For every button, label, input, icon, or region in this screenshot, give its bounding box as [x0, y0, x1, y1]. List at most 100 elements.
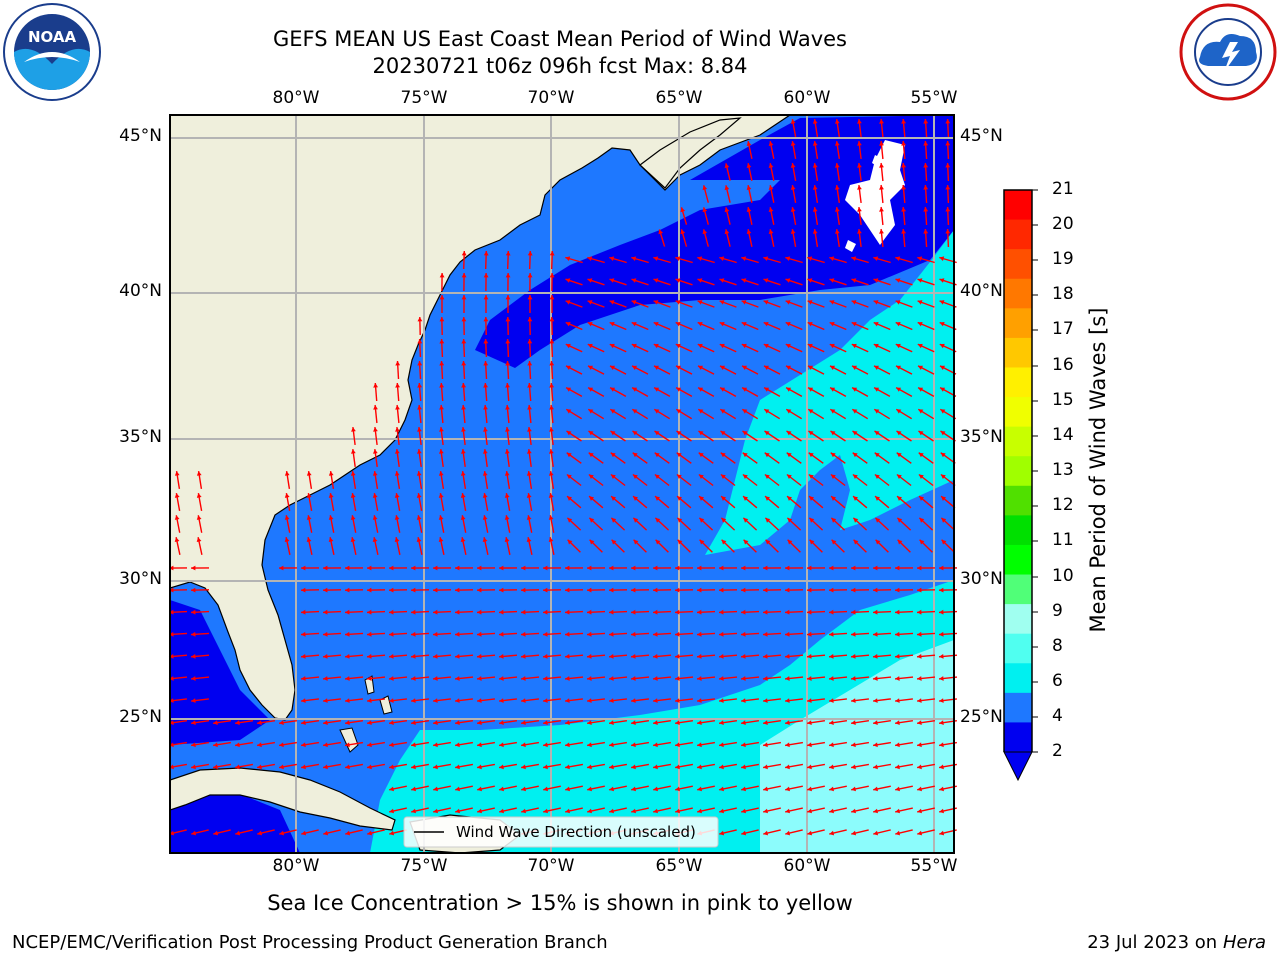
wind-wave-arrow-head — [764, 409, 770, 414]
wind-wave-arrow-head — [345, 830, 351, 836]
wind-wave-arrow-head — [611, 496, 616, 501]
wind-wave-arrow-head — [675, 343, 681, 349]
wind-wave-arrow-head — [306, 515, 312, 520]
wind-wave-arrow-head — [896, 474, 902, 479]
wind-wave-arrow-head — [499, 565, 504, 571]
wind-wave-arrow-head — [807, 676, 812, 681]
wind-wave-arrow-head — [654, 452, 660, 458]
wind-wave-arrow-head — [719, 654, 724, 659]
wind-wave-arrow-head — [697, 764, 702, 770]
wind-wave-arrow-head — [945, 141, 951, 146]
wind-wave-arrow-head — [698, 365, 703, 370]
wind-wave-arrow-head — [768, 163, 774, 168]
wind-wave-arrow-head — [812, 185, 818, 190]
wind-wave-arrow-head — [389, 609, 394, 615]
wind-wave-arrow-head — [763, 654, 768, 659]
wind-wave-arrow-head — [697, 300, 703, 305]
wind-wave-arrow-head — [675, 764, 680, 770]
wind-wave-arrow-head — [631, 786, 636, 792]
wind-wave-arrow-head — [521, 786, 526, 792]
wind-wave-arrow-head — [566, 409, 572, 414]
wind-wave-arrow-head — [918, 474, 924, 479]
wind-wave-arrow-head — [589, 539, 595, 545]
wind-wave-arrow-head — [901, 163, 906, 168]
wind-wave-arrow-head — [455, 742, 460, 748]
wind-wave-arrow-head — [653, 256, 659, 261]
wind-wave-arrow-head — [526, 493, 532, 498]
wind-wave-arrow-head — [543, 742, 548, 748]
colorbar-band — [1004, 367, 1032, 398]
wind-wave-arrow-head — [873, 278, 879, 283]
wind-wave-arrow-head — [411, 654, 416, 659]
lon-tick-top-70w: 70°W — [527, 88, 575, 108]
wind-wave-arrow-head — [741, 786, 746, 792]
wind-wave-arrow-head — [785, 830, 791, 836]
wind-wave-arrow-head — [895, 343, 901, 349]
wind-wave-arrow-head — [874, 409, 880, 414]
wind-wave-arrow-head — [763, 587, 768, 593]
wind-wave-arrow-head — [940, 431, 946, 436]
wind-wave-arrow-head — [675, 256, 681, 261]
wind-wave-arrow-head — [785, 300, 791, 305]
wind-wave-arrow-head — [835, 119, 840, 124]
wind-wave-arrow-head — [301, 676, 306, 681]
lat-tick-right-40n: 40°N — [960, 281, 1003, 301]
wind-wave-arrow-head — [483, 383, 488, 388]
wind-wave-arrow-head — [653, 300, 659, 305]
wind-wave-arrow-head — [632, 452, 638, 458]
wind-wave-arrow-head — [874, 431, 880, 436]
wind-wave-arrow-head — [851, 742, 856, 748]
lat-tick-right-35n: 35°N — [960, 427, 1003, 447]
wind-wave-arrow-head — [633, 496, 638, 501]
wind-wave-arrow-head — [676, 365, 681, 370]
wind-wave-arrow-head — [829, 654, 834, 659]
wind-wave-arrow-head — [499, 786, 504, 792]
wind-wave-arrow-head — [301, 742, 306, 748]
wind-wave-arrow-head — [483, 317, 489, 322]
wind-wave-arrow-head — [654, 387, 660, 392]
wind-wave-arrow-head — [565, 742, 570, 748]
wind-wave-arrow-head — [527, 273, 533, 278]
wind-wave-arrow-head — [829, 609, 834, 615]
wind-wave-arrow-head — [918, 365, 923, 370]
wind-wave-arrow-head — [873, 587, 878, 593]
wind-wave-arrow-head — [439, 273, 445, 278]
wind-wave-arrow-head — [790, 119, 796, 124]
wind-wave-arrow-head — [939, 808, 944, 814]
wind-wave-arrow-head — [812, 141, 818, 146]
wind-wave-arrow-head — [809, 539, 815, 545]
wind-wave-arrow-head — [499, 808, 504, 814]
wind-wave-arrow-head — [461, 427, 466, 432]
wind-wave-arrow-head — [720, 387, 726, 392]
wind-wave-arrow-head — [549, 339, 555, 344]
wind-wave-arrow-head — [323, 698, 328, 703]
wind-wave-arrow-head — [631, 654, 636, 659]
wind-wave-arrow-head — [873, 256, 879, 261]
wind-wave-arrow-head — [461, 383, 466, 388]
wind-wave-arrow-head — [742, 387, 748, 392]
wind-wave-arrow-head — [169, 764, 174, 770]
map-frame — [169, 114, 955, 854]
wind-wave-arrow-head — [676, 387, 682, 392]
wind-wave-arrow-head — [527, 383, 532, 388]
wind-wave-arrow-head — [367, 764, 372, 770]
wind-wave-arrow-head — [611, 539, 617, 545]
wind-wave-arrow-head — [389, 698, 394, 703]
wind-wave-arrow-head — [763, 278, 769, 283]
wind-wave-arrow-head — [482, 537, 488, 542]
wind-wave-arrow-head — [527, 251, 533, 256]
wind-wave-arrow-head — [543, 808, 548, 814]
wind-wave-arrow-head — [521, 565, 526, 571]
wind-wave-arrow-head — [939, 565, 944, 571]
wind-wave-arrow-head — [697, 343, 703, 349]
wind-wave-arrow-head — [852, 387, 858, 392]
wind-wave-arrow-head — [918, 452, 924, 458]
wind-wave-arrow-head — [521, 720, 526, 725]
wind-wave-arrow-head — [527, 361, 533, 366]
wind-wave-arrow-head — [548, 493, 554, 498]
wind-wave-arrow-head — [923, 185, 929, 190]
wind-wave-arrow-head — [389, 565, 394, 571]
wind-wave-arrow-head — [851, 676, 856, 681]
wind-wave-arrow-head — [835, 141, 840, 146]
